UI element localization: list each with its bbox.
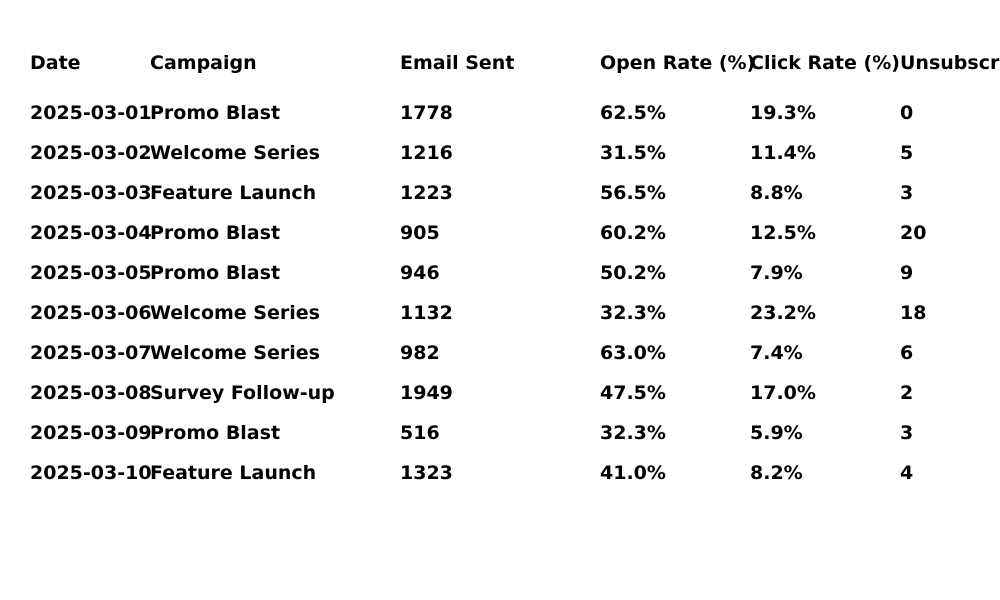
cell-campaign: Promo Blast xyxy=(150,262,281,284)
cell-email-sent: 516 xyxy=(400,422,440,444)
cell-click-rate: 8.8% xyxy=(750,182,803,204)
cell-open-rate: 62.5% xyxy=(600,102,666,124)
cell-unsubscribes: 6 xyxy=(900,342,914,364)
cell-email-sent: 1132 xyxy=(400,302,453,324)
cell-date: 2025-03-06 xyxy=(30,302,152,324)
cell-open-rate: 63.0% xyxy=(600,342,666,364)
cell-open-rate: 31.5% xyxy=(600,142,666,164)
cell-click-rate: 5.9% xyxy=(750,422,803,444)
cell-open-rate: 41.0% xyxy=(600,462,666,484)
cell-date: 2025-03-07 xyxy=(30,342,152,364)
cell-open-rate: 47.5% xyxy=(600,382,666,404)
cell-email-sent: 1323 xyxy=(400,462,453,484)
cell-campaign: Welcome Series xyxy=(150,142,320,164)
cell-unsubscribes: 2 xyxy=(900,382,914,404)
cell-date: 2025-03-01 xyxy=(30,102,152,124)
cell-unsubscribes: 3 xyxy=(900,422,914,444)
cell-unsubscribes: 3 xyxy=(900,182,914,204)
table-row: 2025-03-07 Welcome Series 982 63.0% 7.4% 6 xyxy=(0,341,1000,365)
cell-campaign: Promo Blast xyxy=(150,222,281,244)
table-row: 2025-03-08 Survey Follow-up 1949 47.5% 17.0%… xyxy=(0,381,1000,405)
table-header-row: Date Campaign Email Sent Open Rate (%) C… xyxy=(0,51,1000,75)
table-row: 2025-03-04 Promo Blast 905 60.2% 12.5% 20 xyxy=(0,221,1000,245)
table-row: 2025-03-09 Promo Blast 516 32.3% 5.9% 3 xyxy=(0,421,1000,445)
cell-campaign: Feature Launch xyxy=(150,182,317,204)
cell-unsubscribes: 5 xyxy=(900,142,914,164)
cell-date: 2025-03-09 xyxy=(30,422,152,444)
cell-date: 2025-03-02 xyxy=(30,142,152,164)
cell-email-sent: 1223 xyxy=(400,182,453,204)
cell-unsubscribes: 20 xyxy=(900,222,927,244)
cell-open-rate: 32.3% xyxy=(600,422,666,444)
cell-unsubscribes: 9 xyxy=(900,262,914,284)
cell-campaign: Welcome Series xyxy=(150,302,320,324)
cell-date: 2025-03-10 xyxy=(30,462,152,484)
cell-email-sent: 946 xyxy=(400,262,440,284)
cell-click-rate: 19.3% xyxy=(750,102,816,124)
cell-click-rate: 17.0% xyxy=(750,382,816,404)
cell-click-rate: 7.4% xyxy=(750,342,803,364)
cell-email-sent: 1216 xyxy=(400,142,453,164)
cell-campaign: Promo Blast xyxy=(150,102,281,124)
cell-open-rate: 60.2% xyxy=(600,222,666,244)
table-row: 2025-03-06 Welcome Series 1132 32.3% 23.2% 18 xyxy=(0,301,1000,325)
column-header-date: Date xyxy=(30,52,81,74)
cell-date: 2025-03-08 xyxy=(30,382,152,404)
table-row: 2025-03-01 Promo Blast 1778 62.5% 19.3% 0 xyxy=(0,101,1000,125)
cell-click-rate: 23.2% xyxy=(750,302,816,324)
cell-click-rate: 11.4% xyxy=(750,142,816,164)
cell-campaign: Promo Blast xyxy=(150,422,281,444)
column-header-click-rate: Click Rate (%) xyxy=(750,52,900,74)
cell-unsubscribes: 18 xyxy=(900,302,927,324)
cell-email-sent: 905 xyxy=(400,222,440,244)
cell-campaign: Feature Launch xyxy=(150,462,317,484)
cell-click-rate: 12.5% xyxy=(750,222,816,244)
cell-campaign: Welcome Series xyxy=(150,342,320,364)
cell-date: 2025-03-04 xyxy=(30,222,152,244)
table-row: 2025-03-02 Welcome Series 1216 31.5% 11.4% 5 xyxy=(0,141,1000,165)
cell-email-sent: 1778 xyxy=(400,102,453,124)
cell-click-rate: 7.9% xyxy=(750,262,803,284)
cell-email-sent: 982 xyxy=(400,342,440,364)
table-row: 2025-03-03 Feature Launch 1223 56.5% 8.8% 3 xyxy=(0,181,1000,205)
cell-email-sent: 1949 xyxy=(400,382,453,404)
cell-date: 2025-03-05 xyxy=(30,262,152,284)
cell-open-rate: 56.5% xyxy=(600,182,666,204)
cell-unsubscribes: 0 xyxy=(900,102,914,124)
cell-date: 2025-03-03 xyxy=(30,182,152,204)
column-header-email-sent: Email Sent xyxy=(400,52,515,74)
column-header-open-rate: Open Rate (%) xyxy=(600,52,756,74)
table-row: 2025-03-10 Feature Launch 1323 41.0% 8.2% 4 xyxy=(0,461,1000,485)
table-row: 2025-03-05 Promo Blast 946 50.2% 7.9% 9 xyxy=(0,261,1000,285)
cell-click-rate: 8.2% xyxy=(750,462,803,484)
column-header-unsubscribes: Unsubscribes xyxy=(900,52,1000,74)
column-header-campaign: Campaign xyxy=(150,52,257,74)
cell-open-rate: 32.3% xyxy=(600,302,666,324)
cell-unsubscribes: 4 xyxy=(900,462,914,484)
cell-open-rate: 50.2% xyxy=(600,262,666,284)
cell-campaign: Survey Follow-up xyxy=(150,382,335,404)
